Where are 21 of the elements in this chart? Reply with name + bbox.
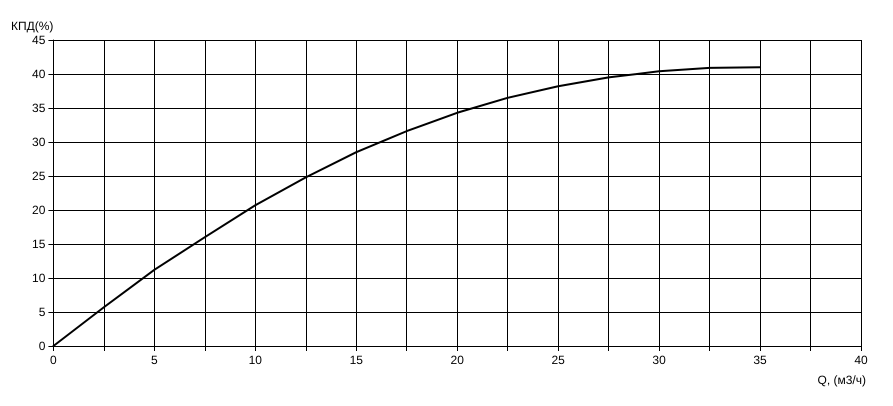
y-tick-label: 15 xyxy=(32,237,46,251)
y-tick-label: 0 xyxy=(38,339,46,353)
x-tick-label: 40 xyxy=(854,353,868,367)
y-tick-label: 30 xyxy=(32,135,46,149)
y-tick-label: 35 xyxy=(32,101,46,115)
x-tick-label: 10 xyxy=(248,353,262,367)
x-tick-label: 25 xyxy=(551,353,566,367)
x-tick-label: 20 xyxy=(450,353,464,367)
y-tick-label: 45 xyxy=(32,33,46,47)
x-tick-label: 5 xyxy=(151,353,158,367)
x-tick-label: 15 xyxy=(350,353,364,367)
y-tick-label: 20 xyxy=(32,203,46,217)
y-tick-label: 10 xyxy=(32,271,46,285)
x-tick-label: 0 xyxy=(50,353,58,367)
y-tick-label: 40 xyxy=(32,67,46,81)
y-tick-label: 25 xyxy=(32,169,46,183)
y-axis-title: КПД(%) xyxy=(11,19,54,33)
x-tick-label: 35 xyxy=(753,353,768,367)
x-axis-title: Q, (м3/ч) xyxy=(817,373,866,387)
x-tick-label: 30 xyxy=(652,353,666,367)
y-tick-label: 5 xyxy=(38,305,46,319)
